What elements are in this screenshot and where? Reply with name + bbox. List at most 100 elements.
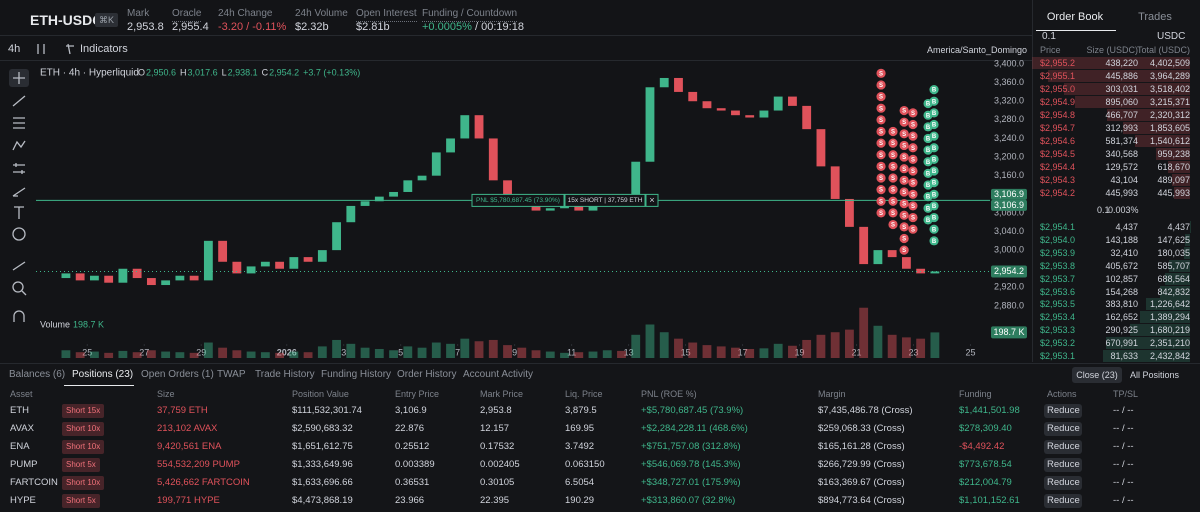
candle-body xyxy=(403,180,413,192)
trade-marker-label: S xyxy=(879,106,883,112)
pnl-box xyxy=(471,193,565,207)
volume-tag-label: 198.7 K xyxy=(993,327,1024,337)
reduce-button[interactable] xyxy=(1044,440,1082,454)
ob-price: $2,953.4 xyxy=(1040,312,1076,323)
position-asset: AVAX xyxy=(10,423,34,434)
trade-marker-label: B xyxy=(926,183,931,189)
stat-label: Oracle xyxy=(172,7,202,22)
candle-body xyxy=(845,198,854,227)
depth-bar xyxy=(1167,161,1190,173)
reduce-button[interactable] xyxy=(1044,476,1082,490)
drawing-tools[interactable] xyxy=(9,43,74,322)
x-tick-label: 13 xyxy=(624,347,634,357)
position-price-label: 3,106.9 xyxy=(994,200,1024,210)
ob-size: 670,991 xyxy=(1105,338,1138,349)
trade-marker-label: S xyxy=(902,109,906,115)
candle-body xyxy=(89,275,99,281)
trade-marker-label: S xyxy=(879,211,883,217)
position-action[interactable]: Reduce xyxy=(1047,459,1080,470)
candle-body xyxy=(246,266,256,274)
tab-trades[interactable]: Trades xyxy=(1138,11,1172,23)
position-entry: 3,106.9 xyxy=(395,405,427,416)
depth-bar xyxy=(1183,246,1190,259)
volume-bar xyxy=(588,351,598,358)
depth-bar xyxy=(1106,109,1190,121)
position-action[interactable]: Reduce xyxy=(1047,423,1080,434)
candle-body xyxy=(175,275,185,281)
reduce-button[interactable] xyxy=(1044,494,1082,508)
position-action[interactable]: Reduce xyxy=(1047,405,1080,416)
candle-body xyxy=(560,205,569,209)
position-action[interactable]: Reduce xyxy=(1047,477,1080,488)
ob-price: $2,953.6 xyxy=(1040,286,1076,297)
trade-marker-label: S xyxy=(902,202,906,208)
trade-marker xyxy=(908,131,918,141)
positions-tab[interactable]: Balances (6) xyxy=(9,369,66,380)
interval[interactable]: 4h xyxy=(8,43,21,55)
x-tick-label: 19 xyxy=(795,347,805,357)
trade-marker-label: B xyxy=(932,227,937,233)
x-tick-label: 3 xyxy=(341,347,346,357)
position-mark: 22.395 xyxy=(480,495,510,506)
indicators-button[interactable]: Indicators xyxy=(80,43,128,55)
depth-bar xyxy=(1134,135,1190,147)
positions-tab[interactable]: Funding History xyxy=(321,369,392,380)
volume-bar xyxy=(218,347,228,358)
positions-tab[interactable]: Positions (23) xyxy=(72,369,134,380)
position-mark: 2,953.8 xyxy=(480,405,512,416)
reduce-button[interactable] xyxy=(1044,458,1082,472)
positions-tab[interactable]: Trade History xyxy=(255,369,315,380)
position-action[interactable]: Reduce xyxy=(1047,441,1080,452)
position-asset: ENA xyxy=(10,441,30,452)
trade-marker xyxy=(929,178,939,188)
close-all-button[interactable] xyxy=(1072,367,1122,383)
ob-price: $2,953.8 xyxy=(1040,260,1076,271)
filter-dropdown[interactable]: All Positions xyxy=(1130,370,1180,380)
positions-tab[interactable]: Open Orders (1) xyxy=(141,369,214,380)
volume-bar xyxy=(460,338,470,358)
trade-marker-label: S xyxy=(911,157,915,163)
shortcut-badge: ⌘K xyxy=(95,13,119,27)
position-margin: $894,773.64 (Cross) xyxy=(818,495,905,506)
trade-marker-label: B xyxy=(932,192,937,198)
column-header: PNL (ROE %) xyxy=(641,389,697,399)
trade-marker xyxy=(908,143,918,153)
close-position-line[interactable]: × xyxy=(649,195,654,205)
position-liq: 6.5054 xyxy=(565,477,595,488)
ob-price: $2,954.4 xyxy=(1040,162,1076,172)
ob-size: 162,652 xyxy=(1105,312,1138,323)
position-funding: $1,101,152.61 xyxy=(959,495,1020,506)
ob-size: 4,437 xyxy=(1115,222,1138,232)
volume-bar xyxy=(332,339,341,358)
x-tick-label: 7 xyxy=(455,347,460,357)
reduce-button[interactable] xyxy=(1044,422,1082,436)
position-pnl: +$5,780,687.45 (73.9%) xyxy=(641,405,744,416)
ob-price: $2,954.3 xyxy=(1040,175,1076,185)
volume-bar xyxy=(203,342,213,358)
tick-size[interactable]: 0.1 xyxy=(1042,31,1056,42)
positions-tab[interactable]: Account Activity xyxy=(463,369,534,380)
volume-bar xyxy=(602,350,612,358)
ohlc-value: 2,938.1 xyxy=(228,67,258,77)
positions-tab[interactable]: TWAP xyxy=(217,369,246,380)
volume-bar xyxy=(175,352,185,358)
x-tick-label: 15 xyxy=(681,347,691,357)
currency[interactable]: USDC xyxy=(1157,31,1186,42)
volume-bar xyxy=(303,352,313,358)
ob-total: 842,832 xyxy=(1157,286,1190,297)
position-funding: $773,678.54 xyxy=(959,459,1012,470)
volume-bar xyxy=(389,350,398,358)
trade-marker xyxy=(908,212,918,223)
position-pnl: +$2,284,228.11 (468.6%) xyxy=(641,423,748,434)
position-entry: 22.876 xyxy=(395,423,425,434)
positions-tab[interactable]: Order History xyxy=(397,369,457,380)
position-action[interactable]: Reduce xyxy=(1047,495,1080,506)
tab-order-book[interactable]: Order Book xyxy=(1046,11,1104,23)
trade-marker xyxy=(899,152,909,162)
volume-title: Volume xyxy=(40,319,70,329)
trade-marker xyxy=(888,196,898,206)
trade-marker-label: B xyxy=(932,169,937,175)
reduce-button[interactable] xyxy=(1044,404,1082,418)
candle-body xyxy=(702,101,712,109)
